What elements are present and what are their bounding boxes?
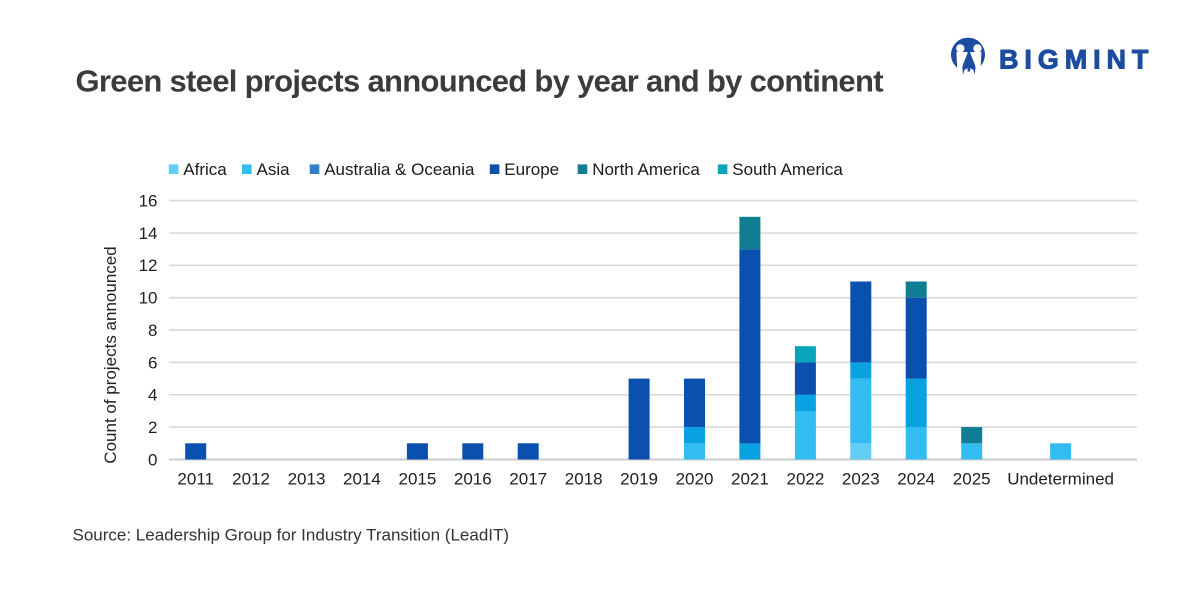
svg-text:2018: 2018 xyxy=(565,469,603,488)
svg-text:2014: 2014 xyxy=(343,469,381,488)
svg-text:Count of projects announced: Count of projects announced xyxy=(101,246,120,463)
svg-text:Asia: Asia xyxy=(257,160,291,179)
svg-text:2022: 2022 xyxy=(786,469,824,488)
svg-text:2: 2 xyxy=(148,418,157,437)
svg-text:10: 10 xyxy=(139,289,158,308)
svg-text:2021: 2021 xyxy=(731,469,769,488)
svg-text:Source: Leadership Group for I: Source: Leadership Group for Industry Tr… xyxy=(73,526,510,545)
svg-text:2023: 2023 xyxy=(842,469,880,488)
svg-text:16: 16 xyxy=(139,192,158,211)
svg-text:2025: 2025 xyxy=(953,469,991,488)
svg-text:4: 4 xyxy=(148,386,157,405)
svg-text:8: 8 xyxy=(148,321,157,340)
svg-text:2019: 2019 xyxy=(620,469,658,488)
svg-text:2017: 2017 xyxy=(509,469,547,488)
svg-text:Europe: Europe xyxy=(504,160,559,179)
svg-text:2016: 2016 xyxy=(454,469,492,488)
svg-text:2012: 2012 xyxy=(232,469,270,488)
svg-text:2013: 2013 xyxy=(288,469,326,488)
svg-text:14: 14 xyxy=(139,224,158,243)
svg-text:Africa: Africa xyxy=(183,160,227,179)
svg-text:12: 12 xyxy=(139,256,158,275)
svg-text:Undetermined: Undetermined xyxy=(1007,469,1114,488)
svg-text:2024: 2024 xyxy=(897,469,935,488)
svg-text:2015: 2015 xyxy=(398,469,436,488)
svg-text:North America: North America xyxy=(592,160,700,179)
svg-text:Australia & Oceania: Australia & Oceania xyxy=(324,160,475,179)
svg-text:BIGMINT: BIGMINT xyxy=(999,45,1154,75)
svg-text:2011: 2011 xyxy=(177,469,214,488)
svg-text:Green steel projects announced: Green steel projects announced by year a… xyxy=(76,64,884,99)
svg-text:6: 6 xyxy=(148,353,157,372)
svg-text:0: 0 xyxy=(148,450,157,469)
svg-text:2020: 2020 xyxy=(676,469,714,488)
svg-text:South America: South America xyxy=(732,160,843,179)
